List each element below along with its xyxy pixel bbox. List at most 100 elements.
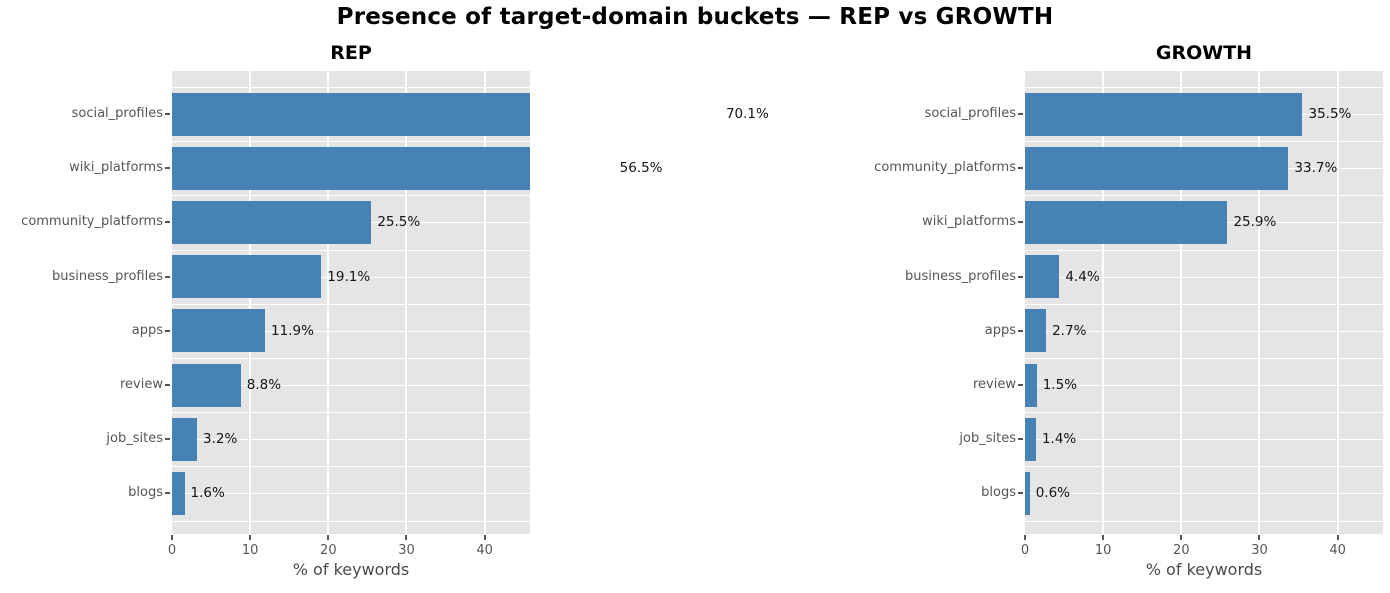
x-axis-label-rep: % of keywords: [292, 560, 410, 579]
value-label-blogs: 0.6%: [1035, 485, 1070, 502]
x-tick-label: 20: [320, 543, 337, 558]
x-tick-mark: [249, 535, 252, 540]
category-label-job_sites: job_sites: [106, 431, 163, 447]
value-label-job_sites: 3.2%: [203, 431, 238, 448]
horizontal-gridline: [1025, 86, 1383, 88]
y-tick-mark: [165, 438, 170, 441]
horizontal-gridline: [172, 357, 530, 359]
y-tick-mark: [1018, 221, 1023, 224]
value-label-review: 8.8%: [246, 377, 282, 393]
horizontal-gridline: [172, 276, 530, 278]
y-tick-mark: [1018, 492, 1023, 495]
vertical-gridline: [483, 71, 486, 534]
vertical-gridline: [1180, 71, 1183, 534]
bar-blogs: [172, 471, 185, 515]
vertical-gridline: [1258, 71, 1261, 534]
x-axis-label-growth: % of keywords: [1145, 560, 1263, 579]
horizontal-gridline: [1025, 439, 1383, 441]
horizontal-gridline: [1025, 357, 1383, 359]
y-tick-mark: [1018, 329, 1023, 332]
x-tick-mark: [1258, 535, 1261, 540]
y-tick-mark: [1018, 384, 1023, 386]
value-label-wiki_platforms: 56.5%: [619, 160, 663, 177]
value-label-community_platforms: 25.5%: [377, 214, 421, 231]
x-tick-label: 0: [1020, 543, 1030, 558]
horizontal-gridline: [1025, 493, 1383, 495]
bar-review: [172, 363, 241, 407]
y-tick-mark: [165, 275, 170, 278]
horizontal-gridline: [1025, 520, 1383, 522]
subplot-title-growth: GROWTH: [1155, 42, 1253, 64]
bar-social_profiles: [172, 92, 530, 136]
horizontal-gridline: [1025, 330, 1383, 332]
vertical-gridline: [1336, 71, 1339, 534]
horizontal-gridline: [172, 330, 530, 332]
plot-area-growth: [1025, 71, 1383, 534]
bar-blogs: [1025, 471, 1030, 515]
category-label-social_profiles: social_profiles: [71, 106, 163, 121]
category-label-review: review: [120, 377, 163, 392]
category-label-blogs: blogs: [981, 485, 1016, 501]
figure-title: Presence of target-domain buckets — REP …: [336, 4, 1054, 30]
category-label-job_sites: job_sites: [959, 431, 1016, 447]
y-tick-mark: [1018, 438, 1023, 441]
horizontal-gridline: [1025, 141, 1383, 143]
vertical-gridline: [249, 71, 252, 534]
horizontal-gridline: [1025, 195, 1383, 197]
bar-job_sites: [172, 417, 197, 461]
value-label-review: 1.5%: [1042, 377, 1078, 393]
x-tick-mark: [1024, 535, 1026, 540]
horizontal-gridline: [172, 195, 530, 197]
bar-community_platforms: [172, 200, 372, 244]
horizontal-gridline: [1025, 303, 1383, 305]
y-tick-mark: [165, 167, 170, 170]
category-label-community_platforms: community_platforms: [21, 214, 163, 230]
bar-wiki_platforms: [1025, 200, 1228, 244]
y-tick-mark: [165, 221, 170, 224]
horizontal-gridline: [172, 141, 530, 143]
vertical-gridline: [405, 71, 408, 534]
value-label-community_platforms: 33.7%: [1294, 160, 1338, 177]
value-label-wiki_platforms: 25.9%: [1233, 214, 1277, 231]
category-label-wiki_platforms: wiki_platforms: [922, 214, 1016, 230]
y-tick-mark: [165, 492, 170, 495]
subplot-title-rep: REP: [330, 42, 372, 64]
x-tick-label: 10: [1094, 543, 1112, 558]
value-label-social_profiles: 70.1%: [725, 106, 769, 122]
horizontal-gridline: [1025, 276, 1383, 278]
category-label-wiki_platforms: wiki_platforms: [69, 160, 163, 176]
bar-wiki_platforms: [172, 146, 530, 190]
bar-business_profiles: [1025, 255, 1060, 299]
x-tick-label: 10: [241, 543, 259, 558]
category-label-business_profiles: business_profiles: [905, 268, 1016, 284]
y-tick-mark: [1018, 113, 1023, 115]
value-label-apps: 2.7%: [1052, 322, 1087, 339]
value-label-blogs: 1.6%: [190, 485, 225, 502]
value-label-social_profiles: 35.5%: [1308, 106, 1352, 122]
value-label-business_profiles: 4.4%: [1065, 268, 1100, 285]
category-label-social_profiles: social_profiles: [924, 106, 1016, 121]
bar-apps: [172, 309, 266, 353]
x-tick-mark: [1180, 535, 1183, 540]
vertical-gridline: [1102, 71, 1105, 534]
y-tick-mark: [1018, 275, 1023, 278]
horizontal-gridline: [172, 303, 530, 305]
x-tick-mark: [1336, 535, 1339, 540]
value-label-business_profiles: 19.1%: [327, 268, 371, 285]
horizontal-gridline: [1025, 385, 1383, 386]
bar-community_platforms: [1025, 146, 1289, 190]
horizontal-gridline: [172, 493, 530, 495]
plot-area-rep: [172, 71, 530, 534]
y-tick-mark: [165, 113, 170, 115]
x-tick-label: 30: [398, 543, 415, 558]
bar-business_profiles: [172, 255, 322, 299]
category-label-apps: apps: [131, 322, 163, 338]
x-tick-mark: [483, 535, 486, 540]
y-tick-mark: [165, 384, 170, 386]
x-tick-mark: [327, 535, 330, 540]
category-label-apps: apps: [984, 322, 1016, 338]
value-label-job_sites: 1.4%: [1041, 431, 1077, 448]
horizontal-gridline: [172, 520, 530, 522]
horizontal-gridline: [172, 86, 530, 88]
